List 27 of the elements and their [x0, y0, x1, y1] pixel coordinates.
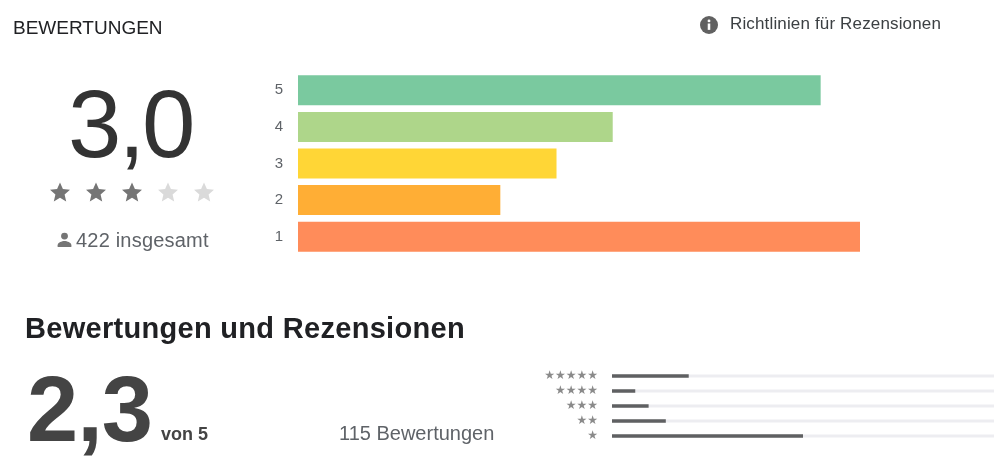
bar	[612, 374, 689, 378]
bar	[298, 221, 860, 252]
y-tick-label: 3	[274, 153, 283, 171]
y-tick-label: ★★★★★	[544, 368, 598, 383]
bar	[298, 185, 501, 216]
y-tick-label: 1	[274, 226, 283, 244]
y-tick-label: 2	[274, 190, 283, 208]
text: von 5	[161, 423, 209, 444]
y-tick-label: ★★★★	[554, 383, 598, 398]
y-tick-label: 5	[274, 80, 283, 98]
y-tick-label: ★★	[576, 413, 598, 428]
bar	[612, 404, 649, 408]
text: 2,3	[27, 358, 152, 460]
text: BEWERTUNGEN	[13, 16, 163, 38]
text: Bewertungen und Rezensionen	[25, 312, 465, 345]
text: 115 Bewertungen	[339, 422, 495, 444]
bar	[298, 75, 821, 106]
bar	[612, 389, 636, 393]
text: Richtlinien für Rezensionen	[730, 14, 941, 34]
text: 422 insgesamt	[76, 229, 209, 252]
y-tick-label: ★	[587, 428, 598, 443]
bar	[612, 419, 666, 423]
text: 3,0	[68, 69, 193, 177]
bar	[298, 148, 557, 179]
bar	[298, 111, 613, 142]
y-tick-label: ★★★	[565, 398, 598, 413]
y-tick-label: 4	[274, 117, 283, 135]
